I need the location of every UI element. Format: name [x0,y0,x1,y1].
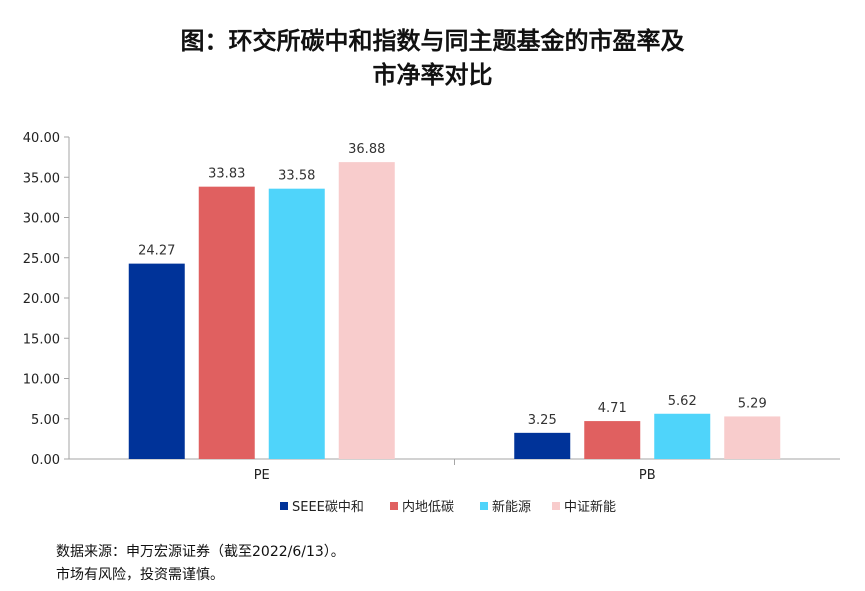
data-source-note: 数据来源：申万宏源证券（截至2022/6/13）。 [56,544,345,560]
bar [654,413,711,459]
legend-item-label: 新能源 [492,499,531,515]
bar [268,188,325,459]
data-label: 3.25 [528,413,557,428]
y-tick-label: 35.00 [23,171,60,186]
legend-item-label: SEEE碳中和 [292,500,364,515]
data-label: 36.88 [348,142,385,157]
y-tick-label: 30.00 [23,212,60,227]
legend-swatch [390,502,398,510]
chart-title-line2: 市净率对比 [372,61,493,89]
bar [128,263,185,459]
x-tick-label: PE [254,468,270,483]
chart-title-line1: 图：环交所碳中和指数与同主题基金的市盈率及 [180,27,685,55]
chart-title: 图：环交所碳中和指数与同主题基金的市盈率及 市净率对比 [0,24,865,92]
bar [514,432,571,459]
y-tick-label: 15.00 [23,332,60,347]
y-tick-label: 10.00 [23,373,60,388]
y-tick-label: 5.00 [31,413,60,428]
data-label: 33.83 [208,167,245,182]
x-tick-label: PB [639,468,656,483]
bar [338,162,395,459]
y-tick-label: 25.00 [23,252,60,267]
y-tick-label: 0.00 [31,453,60,468]
risk-warning-note: 市场有风险，投资需谨慎。 [56,567,224,583]
legend-item-label: 内地低碳 [402,499,454,515]
legend-swatch [280,502,288,510]
data-label: 24.27 [138,244,175,259]
bar [198,186,255,459]
data-label: 5.62 [668,394,697,409]
data-label: 33.58 [278,169,315,184]
data-label: 5.29 [738,396,767,411]
y-tick-label: 20.00 [23,292,60,307]
data-label: 4.71 [598,401,627,416]
legend-swatch [552,502,560,510]
legend-item-label: 中证新能 [564,499,616,515]
legend-swatch [480,502,488,510]
bar [584,421,641,459]
bar [724,416,781,459]
y-tick-label: 40.00 [23,131,60,146]
